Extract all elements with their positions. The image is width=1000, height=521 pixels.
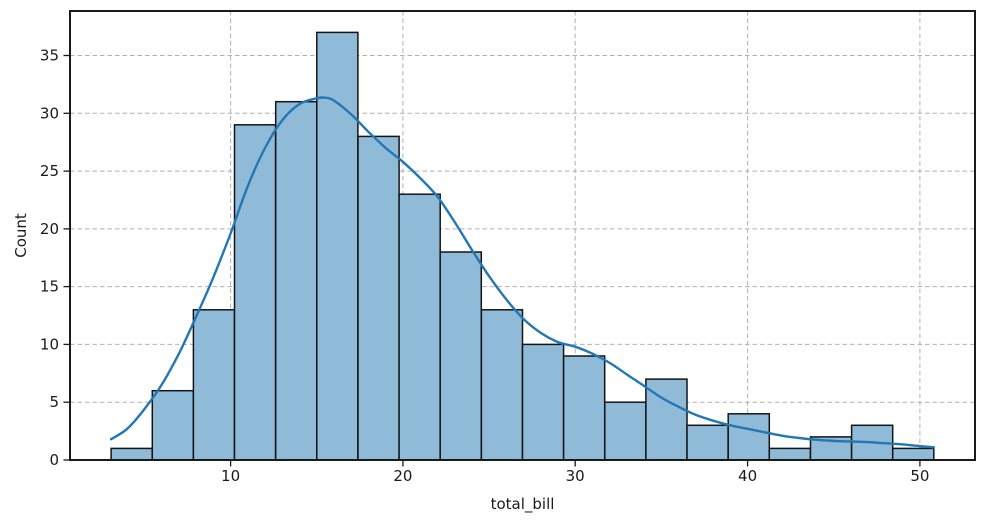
kde-curve [109, 96, 936, 449]
histogram-bar [686, 424, 729, 461]
y-tick-label: 10 [40, 335, 59, 353]
histogram-bar [604, 401, 647, 461]
histogram-bar [192, 309, 236, 461]
y-tick-label: 35 [40, 47, 59, 65]
histogram-bar [151, 389, 195, 461]
histogram-bar [562, 355, 606, 461]
y-axis-label: Count [12, 213, 30, 258]
histogram-bar [891, 447, 935, 461]
x-tick-label: 30 [566, 467, 585, 485]
histogram-bar [439, 251, 483, 461]
histogram-bar [357, 135, 400, 461]
plot-border [69, 10, 976, 461]
x-axis-label: total_bill [491, 495, 555, 514]
histogram-bar [480, 309, 524, 461]
x-tick-label: 40 [738, 467, 757, 485]
y-tick-label: 25 [40, 162, 59, 180]
histogram-bar [768, 447, 812, 461]
y-tick-label: 15 [40, 278, 59, 296]
histogram-bar [110, 447, 153, 461]
y-tick-label: 5 [49, 393, 59, 411]
y-tick-label: 20 [40, 220, 59, 238]
histogram-bar [233, 124, 277, 461]
histogram-bar [274, 100, 318, 461]
histogram-bar [398, 193, 441, 461]
x-tick-label: 10 [221, 467, 240, 485]
x-tick-label: 20 [393, 467, 412, 485]
chart-generated-layer: 10 20 30 40 50 0 5 10 15 20 25 30 35 [40, 10, 976, 485]
y-tick-label: 30 [40, 104, 59, 122]
y-tick-label: 0 [49, 451, 59, 469]
histogram-bar [521, 343, 565, 461]
x-tick-label: 50 [910, 467, 929, 485]
histogram-bar [727, 413, 771, 461]
